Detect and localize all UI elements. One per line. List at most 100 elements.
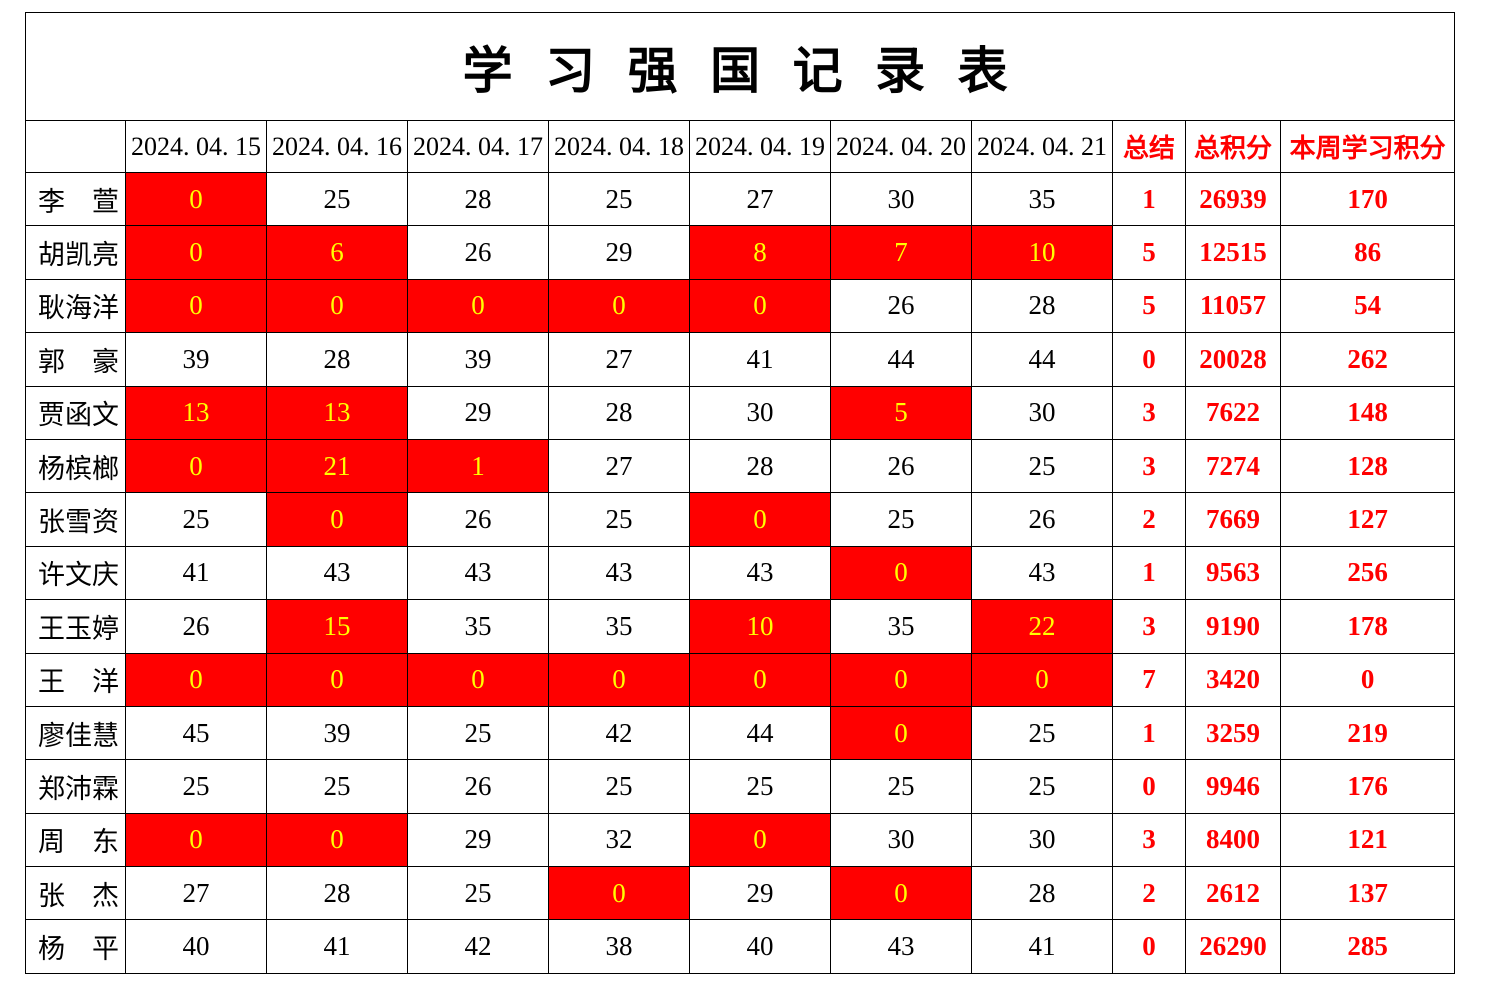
daily-score-cell[interactable]: 0 bbox=[266, 278, 408, 334]
daily-score-cell[interactable]: 39 bbox=[266, 705, 408, 761]
date-header[interactable]: 2024. 04. 19 bbox=[689, 120, 831, 173]
daily-score-cell[interactable]: 0 bbox=[125, 438, 267, 494]
daily-score-cell[interactable]: 45 bbox=[125, 705, 267, 761]
week-points-cell[interactable]: 137 bbox=[1279, 866, 1456, 921]
date-header[interactable]: 2024. 04. 15 bbox=[125, 120, 267, 173]
total-points-cell[interactable]: 12515 bbox=[1185, 225, 1281, 280]
daily-score-cell[interactable]: 8 bbox=[689, 225, 831, 280]
daily-score-cell[interactable]: 28 bbox=[971, 278, 1113, 334]
summary-count-cell[interactable]: 2 bbox=[1112, 492, 1186, 547]
daily-score-cell[interactable]: 43 bbox=[266, 545, 408, 601]
total-points-cell[interactable]: 20028 bbox=[1185, 332, 1281, 387]
daily-score-cell[interactable]: 41 bbox=[266, 919, 408, 974]
corner-cell[interactable] bbox=[25, 120, 126, 173]
week-points-cell[interactable]: 170 bbox=[1279, 171, 1456, 227]
daily-score-cell[interactable]: 41 bbox=[971, 919, 1113, 974]
daily-score-cell[interactable]: 6 bbox=[266, 225, 408, 280]
week-points-cell[interactable]: 176 bbox=[1279, 759, 1456, 814]
daily-score-cell[interactable]: 0 bbox=[125, 278, 267, 334]
daily-score-cell[interactable]: 28 bbox=[266, 332, 408, 387]
daily-score-cell[interactable]: 29 bbox=[407, 385, 549, 440]
total-points-cell[interactable]: 11057 bbox=[1185, 278, 1281, 334]
daily-score-cell[interactable]: 1 bbox=[407, 438, 549, 494]
total-points-header[interactable]: 总积分 bbox=[1185, 120, 1281, 173]
summary-count-cell[interactable]: 7 bbox=[1112, 652, 1186, 707]
student-name-cell[interactable]: 王玉婷 bbox=[25, 599, 126, 654]
daily-score-cell[interactable]: 26 bbox=[125, 599, 267, 654]
daily-score-cell[interactable]: 25 bbox=[689, 759, 831, 814]
daily-score-cell[interactable]: 28 bbox=[407, 171, 549, 227]
daily-score-cell[interactable]: 43 bbox=[830, 919, 972, 974]
daily-score-cell[interactable]: 0 bbox=[266, 652, 408, 707]
date-header[interactable]: 2024. 04. 20 bbox=[830, 120, 972, 173]
date-header[interactable]: 2024. 04. 17 bbox=[407, 120, 549, 173]
summary-count-cell[interactable]: 5 bbox=[1112, 225, 1186, 280]
summary-count-cell[interactable]: 2 bbox=[1112, 866, 1186, 921]
summary-count-cell[interactable]: 3 bbox=[1112, 438, 1186, 494]
daily-score-cell[interactable]: 25 bbox=[125, 492, 267, 547]
daily-score-cell[interactable]: 0 bbox=[548, 652, 690, 707]
week-points-cell[interactable]: 219 bbox=[1279, 705, 1456, 761]
daily-score-cell[interactable]: 0 bbox=[971, 652, 1113, 707]
total-points-cell[interactable]: 8400 bbox=[1185, 812, 1281, 868]
daily-score-cell[interactable]: 0 bbox=[830, 705, 972, 761]
daily-score-cell[interactable]: 29 bbox=[548, 225, 690, 280]
daily-score-cell[interactable]: 25 bbox=[971, 759, 1113, 814]
daily-score-cell[interactable]: 25 bbox=[125, 759, 267, 814]
student-name-cell[interactable]: 郑沛霖 bbox=[25, 759, 126, 814]
daily-score-cell[interactable]: 0 bbox=[689, 278, 831, 334]
week-points-cell[interactable]: 121 bbox=[1279, 812, 1456, 868]
summary-header[interactable]: 总结 bbox=[1112, 120, 1186, 173]
daily-score-cell[interactable]: 29 bbox=[407, 812, 549, 868]
daily-score-cell[interactable]: 32 bbox=[548, 812, 690, 868]
daily-score-cell[interactable]: 42 bbox=[407, 919, 549, 974]
date-header[interactable]: 2024. 04. 21 bbox=[971, 120, 1113, 173]
week-points-cell[interactable]: 128 bbox=[1279, 438, 1456, 494]
daily-score-cell[interactable]: 0 bbox=[125, 652, 267, 707]
student-name-cell[interactable]: 张 杰 bbox=[25, 866, 126, 921]
daily-score-cell[interactable]: 0 bbox=[266, 492, 408, 547]
daily-score-cell[interactable]: 0 bbox=[125, 812, 267, 868]
summary-count-cell[interactable]: 5 bbox=[1112, 278, 1186, 334]
daily-score-cell[interactable]: 0 bbox=[125, 171, 267, 227]
daily-score-cell[interactable]: 35 bbox=[971, 171, 1113, 227]
total-points-cell[interactable]: 3420 bbox=[1185, 652, 1281, 707]
daily-score-cell[interactable]: 30 bbox=[689, 385, 831, 440]
daily-score-cell[interactable]: 15 bbox=[266, 599, 408, 654]
total-points-cell[interactable]: 7274 bbox=[1185, 438, 1281, 494]
daily-score-cell[interactable]: 44 bbox=[830, 332, 972, 387]
daily-score-cell[interactable]: 42 bbox=[548, 705, 690, 761]
daily-score-cell[interactable]: 13 bbox=[125, 385, 267, 440]
student-name-cell[interactable]: 郭 豪 bbox=[25, 332, 126, 387]
daily-score-cell[interactable]: 25 bbox=[971, 438, 1113, 494]
student-name-cell[interactable]: 杨槟榔 bbox=[25, 438, 126, 494]
daily-score-cell[interactable]: 26 bbox=[830, 278, 972, 334]
total-points-cell[interactable]: 3259 bbox=[1185, 705, 1281, 761]
daily-score-cell[interactable]: 25 bbox=[407, 866, 549, 921]
daily-score-cell[interactable]: 0 bbox=[830, 545, 972, 601]
daily-score-cell[interactable]: 10 bbox=[689, 599, 831, 654]
total-points-cell[interactable]: 9190 bbox=[1185, 599, 1281, 654]
daily-score-cell[interactable]: 26 bbox=[407, 492, 549, 547]
daily-score-cell[interactable]: 25 bbox=[971, 705, 1113, 761]
daily-score-cell[interactable]: 41 bbox=[125, 545, 267, 601]
total-points-cell[interactable]: 9946 bbox=[1185, 759, 1281, 814]
daily-score-cell[interactable]: 35 bbox=[548, 599, 690, 654]
daily-score-cell[interactable]: 35 bbox=[830, 599, 972, 654]
daily-score-cell[interactable]: 43 bbox=[971, 545, 1113, 601]
total-points-cell[interactable]: 7669 bbox=[1185, 492, 1281, 547]
daily-score-cell[interactable]: 26 bbox=[407, 225, 549, 280]
daily-score-cell[interactable]: 43 bbox=[407, 545, 549, 601]
daily-score-cell[interactable]: 30 bbox=[830, 812, 972, 868]
week-points-cell[interactable]: 86 bbox=[1279, 225, 1456, 280]
daily-score-cell[interactable]: 39 bbox=[125, 332, 267, 387]
summary-count-cell[interactable]: 3 bbox=[1112, 385, 1186, 440]
daily-score-cell[interactable]: 0 bbox=[266, 812, 408, 868]
daily-score-cell[interactable]: 5 bbox=[830, 385, 972, 440]
daily-score-cell[interactable]: 44 bbox=[689, 705, 831, 761]
daily-score-cell[interactable]: 0 bbox=[689, 812, 831, 868]
daily-score-cell[interactable]: 21 bbox=[266, 438, 408, 494]
daily-score-cell[interactable]: 13 bbox=[266, 385, 408, 440]
daily-score-cell[interactable]: 39 bbox=[407, 332, 549, 387]
daily-score-cell[interactable]: 28 bbox=[689, 438, 831, 494]
